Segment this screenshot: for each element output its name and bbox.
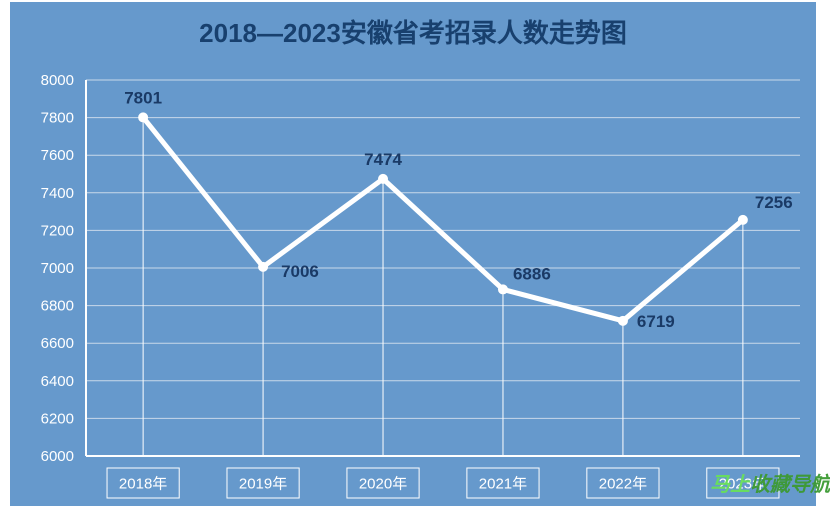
x-tick-label: 2018年 [119,475,167,492]
data-label: 7006 [281,262,319,281]
chart-title: 2018—2023安徽省考招录人数走势图 [199,18,627,48]
data-label: 7801 [124,88,162,107]
x-tick-label: 2021年 [479,475,527,492]
y-tick-label: 6000 [41,448,74,465]
y-tick-label: 7000 [41,260,74,277]
y-tick-label: 7800 [41,110,74,127]
y-tick-label: 6400 [41,373,74,390]
data-marker [738,215,748,225]
data-marker [258,262,268,272]
data-marker [618,316,628,326]
data-label: 7256 [755,193,793,212]
y-tick-label: 8000 [41,72,74,89]
chart-container: 2018—2023安徽省考招录人数走势图 6000 6200 6400 6600 6800… [10,2,816,506]
data-label: 6719 [637,312,675,331]
y-tick-label: 7200 [41,222,74,239]
x-tick-label: 2019年 [239,475,287,492]
y-tick-label: 7400 [41,185,74,202]
data-marker [138,112,148,122]
chart-background [10,2,816,506]
data-marker [378,174,388,184]
y-tick-label: 6200 [41,410,74,427]
x-tick-label: 2023年 [719,475,767,492]
y-tick-label: 7600 [41,147,74,164]
data-label: 7474 [364,150,402,169]
y-tick-label: 6800 [41,298,74,315]
x-tick-label: 2020年 [359,475,407,492]
y-tick-label: 6600 [41,335,74,352]
data-label: 6886 [513,264,551,283]
trend-chart: 2018—2023安徽省考招录人数走势图 6000 6200 6400 6600 6800… [10,2,816,506]
data-marker [498,284,508,294]
x-tick-label: 2022年 [599,475,647,492]
